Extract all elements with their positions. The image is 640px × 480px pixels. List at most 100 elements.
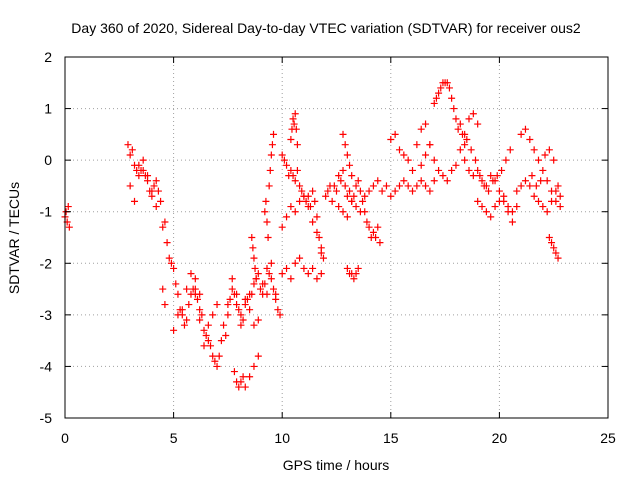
data-point bbox=[224, 301, 232, 309]
data-point bbox=[346, 161, 354, 169]
data-point bbox=[550, 244, 558, 252]
data-point bbox=[309, 218, 317, 226]
x-axis-label: GPS time / hours bbox=[283, 457, 390, 473]
data-point bbox=[64, 203, 72, 211]
data-point bbox=[513, 203, 521, 211]
data-point bbox=[465, 166, 473, 174]
data-point bbox=[545, 146, 553, 154]
data-point bbox=[395, 146, 403, 154]
data-point bbox=[469, 110, 477, 118]
data-point bbox=[413, 182, 421, 190]
data-point bbox=[150, 182, 158, 190]
data-point bbox=[461, 141, 469, 149]
data-point bbox=[482, 208, 490, 216]
data-point bbox=[465, 115, 473, 123]
data-point bbox=[552, 197, 560, 205]
data-point bbox=[235, 383, 243, 391]
data-point bbox=[267, 151, 275, 159]
data-point bbox=[348, 172, 356, 180]
data-point bbox=[233, 290, 241, 298]
data-point bbox=[456, 146, 464, 154]
data-point bbox=[128, 146, 136, 154]
y-tick-label: 1 bbox=[44, 101, 52, 117]
data-point bbox=[290, 120, 298, 128]
data-point bbox=[426, 187, 434, 195]
data-point bbox=[296, 182, 304, 190]
data-point bbox=[283, 161, 291, 169]
data-point bbox=[246, 373, 254, 381]
data-point bbox=[513, 187, 521, 195]
data-point bbox=[183, 316, 191, 324]
data-point bbox=[526, 136, 534, 144]
data-point bbox=[193, 295, 201, 303]
data-point bbox=[283, 264, 291, 272]
tick-labels: 0 5 10 15 20 25 -5 -4 -3 -2 -1 0 1 2 bbox=[40, 49, 616, 446]
data-point bbox=[474, 197, 482, 205]
data-point bbox=[296, 254, 304, 262]
data-point bbox=[369, 228, 377, 236]
data-point bbox=[352, 182, 360, 190]
data-point bbox=[472, 156, 480, 164]
data-point bbox=[437, 84, 445, 92]
data-point bbox=[126, 182, 134, 190]
data-point bbox=[541, 151, 549, 159]
data-point bbox=[422, 182, 430, 190]
data-point bbox=[161, 301, 169, 309]
data-point bbox=[443, 177, 451, 185]
x-tick-label: 20 bbox=[492, 430, 508, 446]
data-point bbox=[530, 192, 538, 200]
data-point bbox=[278, 223, 286, 231]
x-tick-label: 0 bbox=[61, 430, 69, 446]
data-point bbox=[287, 166, 295, 174]
data-point bbox=[452, 115, 460, 123]
data-point bbox=[487, 172, 495, 180]
data-point bbox=[248, 234, 256, 241]
data-point bbox=[554, 182, 562, 190]
data-point bbox=[131, 197, 139, 205]
data-point bbox=[350, 192, 358, 200]
data-point bbox=[159, 285, 167, 293]
data-point bbox=[350, 275, 358, 283]
data-point bbox=[298, 187, 306, 195]
data-point bbox=[187, 270, 195, 278]
data-point bbox=[461, 156, 469, 164]
data-point bbox=[263, 264, 271, 272]
data-point bbox=[302, 197, 310, 205]
data-point bbox=[313, 213, 321, 221]
data-point bbox=[213, 362, 221, 370]
data-point bbox=[292, 125, 300, 133]
data-point bbox=[322, 192, 330, 200]
data-point bbox=[426, 141, 434, 149]
data-point bbox=[270, 285, 278, 293]
data-point bbox=[376, 239, 384, 247]
data-point bbox=[300, 192, 308, 200]
data-point bbox=[341, 141, 349, 149]
data-point bbox=[339, 208, 347, 216]
data-point bbox=[417, 177, 425, 185]
data-point bbox=[252, 275, 260, 283]
data-point bbox=[521, 177, 529, 185]
data-point bbox=[487, 213, 495, 221]
data-point bbox=[550, 156, 558, 164]
data-point bbox=[202, 331, 210, 339]
y-tick-label: -4 bbox=[40, 358, 53, 374]
data-point bbox=[356, 187, 364, 195]
data-point bbox=[239, 316, 247, 324]
data-point bbox=[170, 264, 178, 272]
data-point bbox=[135, 161, 143, 169]
data-point bbox=[387, 136, 395, 144]
data-point bbox=[369, 182, 377, 190]
data-point bbox=[328, 197, 336, 205]
data-point bbox=[330, 182, 338, 190]
data-point bbox=[174, 290, 182, 298]
data-point bbox=[124, 141, 132, 149]
data-point bbox=[309, 264, 317, 272]
data-point bbox=[237, 321, 245, 329]
data-point bbox=[311, 197, 319, 205]
data-point bbox=[267, 259, 275, 267]
data-point bbox=[374, 177, 382, 185]
data-point bbox=[343, 264, 351, 272]
data-point bbox=[452, 161, 460, 169]
data-point bbox=[226, 295, 234, 303]
data-point bbox=[204, 337, 212, 345]
